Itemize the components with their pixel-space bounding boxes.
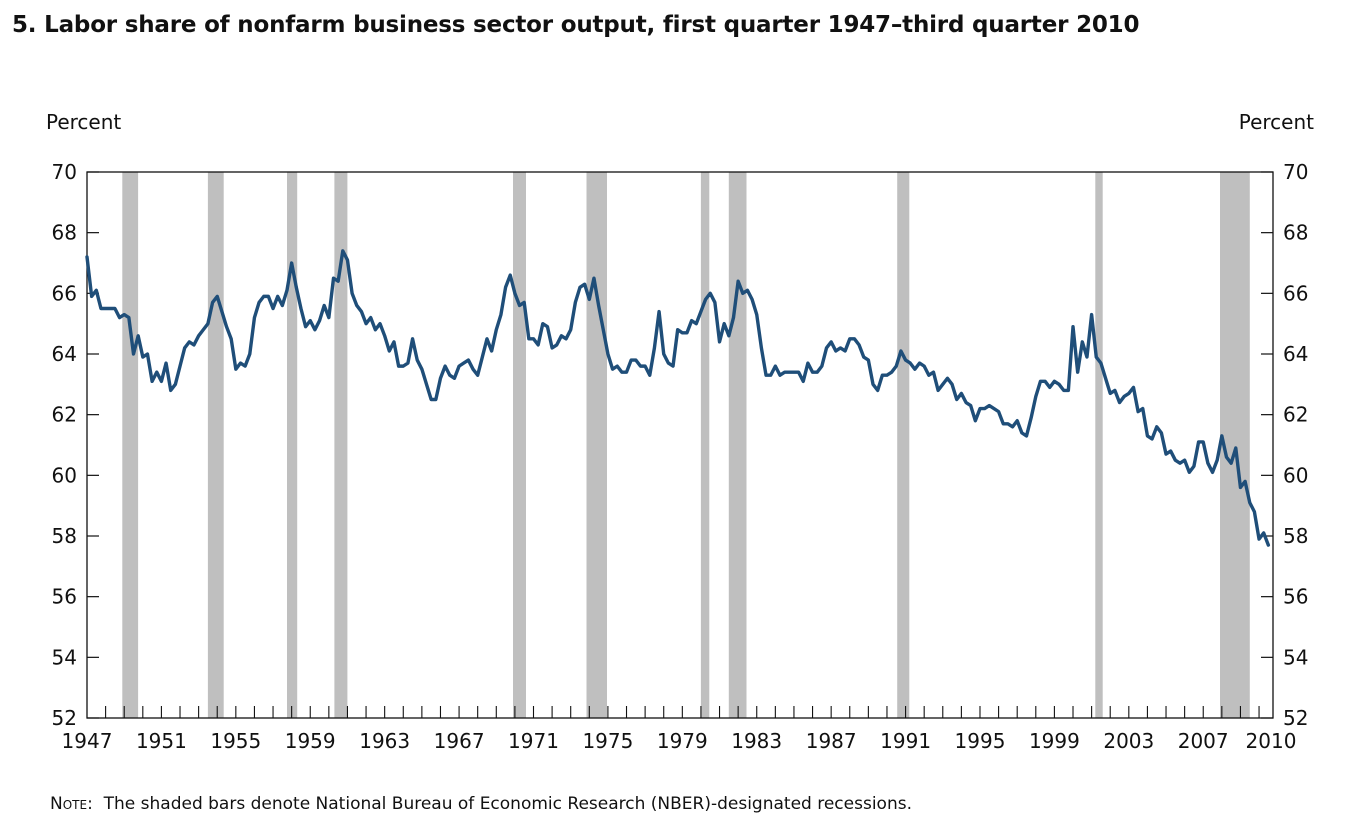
note-text: The shaded bars denote National Bureau o…: [103, 794, 912, 814]
x-tick-label-1979: 1979: [657, 729, 708, 753]
y-tick-label-left-64: 64: [52, 342, 77, 366]
x-tick-label-1963: 1963: [359, 729, 410, 753]
recession-bar-1: [207, 172, 224, 718]
y-tick-label-left-68: 68: [52, 221, 77, 245]
y-tick-label-left-70: 70: [52, 160, 77, 184]
y-tick-label-right-52: 52: [1283, 706, 1308, 730]
recession-bar-4: [513, 172, 526, 718]
y-tick-label-right-56: 56: [1283, 585, 1308, 609]
recession-bar-9: [1095, 172, 1103, 718]
y-tick-label-left-66: 66: [52, 281, 77, 305]
recession-bar-0: [122, 172, 139, 718]
series-line-0: [85, 249, 1271, 547]
y-tick-label-left-52: 52: [52, 706, 77, 730]
plot-frame: [86, 171, 1274, 719]
recession-bar-3: [334, 172, 348, 718]
chart-note: Note: The shaded bars denote National Bu…: [50, 794, 912, 814]
x-tick-label-1975: 1975: [582, 729, 633, 753]
y-tick-label-left-60: 60: [52, 463, 77, 487]
y-tick-label-right-66: 66: [1283, 281, 1308, 305]
axis-tick-labels: 52 52 54 54 56 56 58 58 60 60 62 62 64 64 66 66 68 68 70 70…: [52, 160, 1309, 753]
y-tick-label-right-70: 70: [1283, 160, 1308, 184]
recession-bars: [122, 172, 1250, 718]
y-tick-label-left-54: 54: [52, 645, 77, 669]
x-tick-label-1999: 1999: [1029, 729, 1080, 753]
x-tick-label-2007: 2007: [1178, 729, 1229, 753]
y-tick-label-left-56: 56: [52, 585, 77, 609]
recession-bar-5: [586, 172, 607, 718]
x-tick-label-2010: 2010: [1246, 729, 1297, 753]
y-tick-label-right-64: 64: [1283, 342, 1308, 366]
labor-share-chart: 52 52 54 54 56 56 58 58 60 60 62 62 64 64 66 66 68 68 70 70…: [52, 160, 1309, 753]
chart-title: 5. Labor share of nonfarm business secto…: [12, 12, 1140, 38]
x-tick-label-1955: 1955: [210, 729, 261, 753]
plot-border: [86, 171, 1274, 719]
note-label: Note:: [50, 794, 93, 814]
x-tick-label-1947: 1947: [62, 729, 113, 753]
x-tick-label-1959: 1959: [285, 729, 336, 753]
y-tick-label-right-68: 68: [1283, 221, 1308, 245]
x-tick-label-1983: 1983: [731, 729, 782, 753]
right-axis-unit-label: Percent: [1238, 110, 1314, 134]
left-axis-unit-label: Percent: [46, 110, 122, 134]
y-tick-label-right-60: 60: [1283, 463, 1308, 487]
recession-bar-6: [700, 172, 710, 718]
recession-bar-7: [728, 172, 747, 718]
x-tick-label-1991: 1991: [880, 729, 931, 753]
y-tick-label-left-58: 58: [52, 524, 77, 548]
recession-bar-8: [897, 172, 910, 718]
y-tick-label-right-62: 62: [1283, 403, 1308, 427]
x-tick-label-1971: 1971: [508, 729, 559, 753]
recession-bar-2: [287, 172, 298, 718]
x-tick-label-2003: 2003: [1103, 729, 1154, 753]
axis-ticks: [87, 171, 1273, 719]
x-tick-label-1967: 1967: [434, 729, 485, 753]
y-tick-label-right-54: 54: [1283, 645, 1308, 669]
series-lines: [85, 249, 1271, 547]
y-tick-label-right-58: 58: [1283, 524, 1308, 548]
x-tick-label-1987: 1987: [806, 729, 857, 753]
x-tick-label-1951: 1951: [136, 729, 187, 753]
x-tick-label-1995: 1995: [955, 729, 1006, 753]
y-tick-label-left-62: 62: [52, 403, 77, 427]
